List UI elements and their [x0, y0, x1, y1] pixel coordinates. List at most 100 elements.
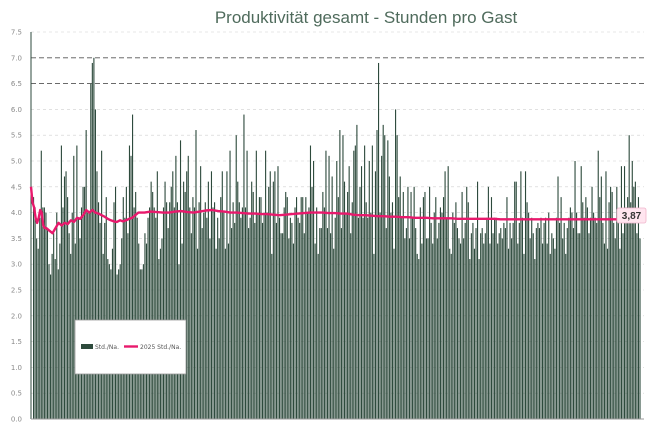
bar — [549, 253, 551, 419]
bar — [241, 207, 243, 419]
bar — [481, 228, 483, 419]
bar — [353, 150, 355, 419]
bar — [546, 243, 548, 419]
y-tick-label: 2.5 — [11, 287, 22, 295]
bar — [441, 212, 443, 419]
bar — [373, 253, 375, 419]
bar — [444, 171, 446, 419]
y-tick-label: 0.5 — [11, 390, 22, 398]
bar — [347, 191, 349, 419]
bar — [588, 233, 590, 419]
bar — [59, 243, 61, 419]
bar — [357, 217, 359, 419]
bar — [370, 212, 372, 419]
bar — [217, 217, 219, 419]
bar — [463, 238, 465, 419]
bar — [195, 130, 197, 420]
bar — [68, 233, 70, 419]
bar — [325, 150, 327, 419]
bar — [105, 197, 107, 419]
bar — [368, 161, 370, 419]
y-tick-label: 4.0 — [11, 209, 22, 217]
bar — [45, 212, 47, 419]
bar — [234, 222, 236, 419]
bar — [260, 197, 262, 419]
bar — [82, 186, 84, 419]
bar — [614, 238, 616, 419]
bar — [291, 222, 293, 419]
bar — [398, 197, 400, 419]
bar — [637, 197, 640, 419]
bar — [433, 212, 435, 419]
bar — [591, 186, 593, 419]
bar — [67, 197, 69, 419]
bar — [473, 248, 476, 419]
trend-line-2025 — [29, 186, 617, 235]
bar — [559, 222, 561, 419]
bar — [76, 145, 78, 419]
bar — [63, 176, 66, 419]
y-tick-label: 6.5 — [11, 80, 22, 88]
bar — [170, 186, 172, 419]
bar — [379, 212, 381, 419]
bar — [360, 166, 363, 419]
bar — [285, 191, 287, 419]
bar — [611, 191, 613, 419]
bar — [113, 202, 115, 419]
bar — [600, 176, 602, 419]
bar — [196, 248, 199, 419]
bar — [535, 228, 537, 419]
bar — [122, 197, 124, 419]
bar — [486, 217, 488, 419]
bar — [207, 181, 209, 419]
bar — [630, 202, 632, 419]
bar — [627, 197, 629, 419]
bar — [455, 202, 457, 419]
legend-line-label: 2025 Std./Na. — [140, 344, 181, 351]
bar — [415, 228, 417, 419]
bar — [416, 253, 418, 419]
bar — [192, 197, 194, 419]
bar — [628, 135, 630, 419]
bar — [201, 228, 203, 419]
bar — [589, 217, 592, 419]
bar — [501, 238, 503, 419]
bar — [36, 238, 38, 419]
bar — [458, 238, 460, 419]
bar — [402, 191, 404, 419]
bar — [39, 217, 41, 419]
bar — [620, 166, 622, 419]
bar — [34, 207, 36, 419]
bar — [489, 243, 491, 419]
bar — [459, 243, 462, 419]
bar — [155, 217, 157, 419]
bar — [585, 197, 587, 419]
bar — [54, 259, 56, 419]
bar — [172, 171, 174, 419]
bar — [422, 197, 424, 419]
bar — [248, 228, 250, 419]
bar — [87, 212, 89, 419]
bar — [580, 166, 582, 419]
bar — [425, 238, 428, 419]
bar — [631, 161, 633, 419]
bar — [176, 202, 178, 419]
y-tick-label: 2.0 — [11, 312, 22, 320]
bar — [521, 217, 523, 419]
bar — [200, 166, 202, 419]
bar — [523, 253, 525, 419]
bar — [562, 238, 564, 419]
bar — [237, 181, 239, 419]
bar — [404, 238, 406, 419]
bar — [308, 207, 310, 419]
bar — [133, 207, 135, 419]
bar — [231, 228, 233, 419]
bar — [258, 197, 260, 419]
bar — [70, 253, 72, 419]
bar — [206, 217, 208, 419]
bar — [636, 233, 638, 419]
y-tick-label: 5.5 — [11, 132, 22, 140]
bar — [333, 248, 335, 419]
bar — [331, 176, 333, 419]
bar — [88, 212, 90, 419]
